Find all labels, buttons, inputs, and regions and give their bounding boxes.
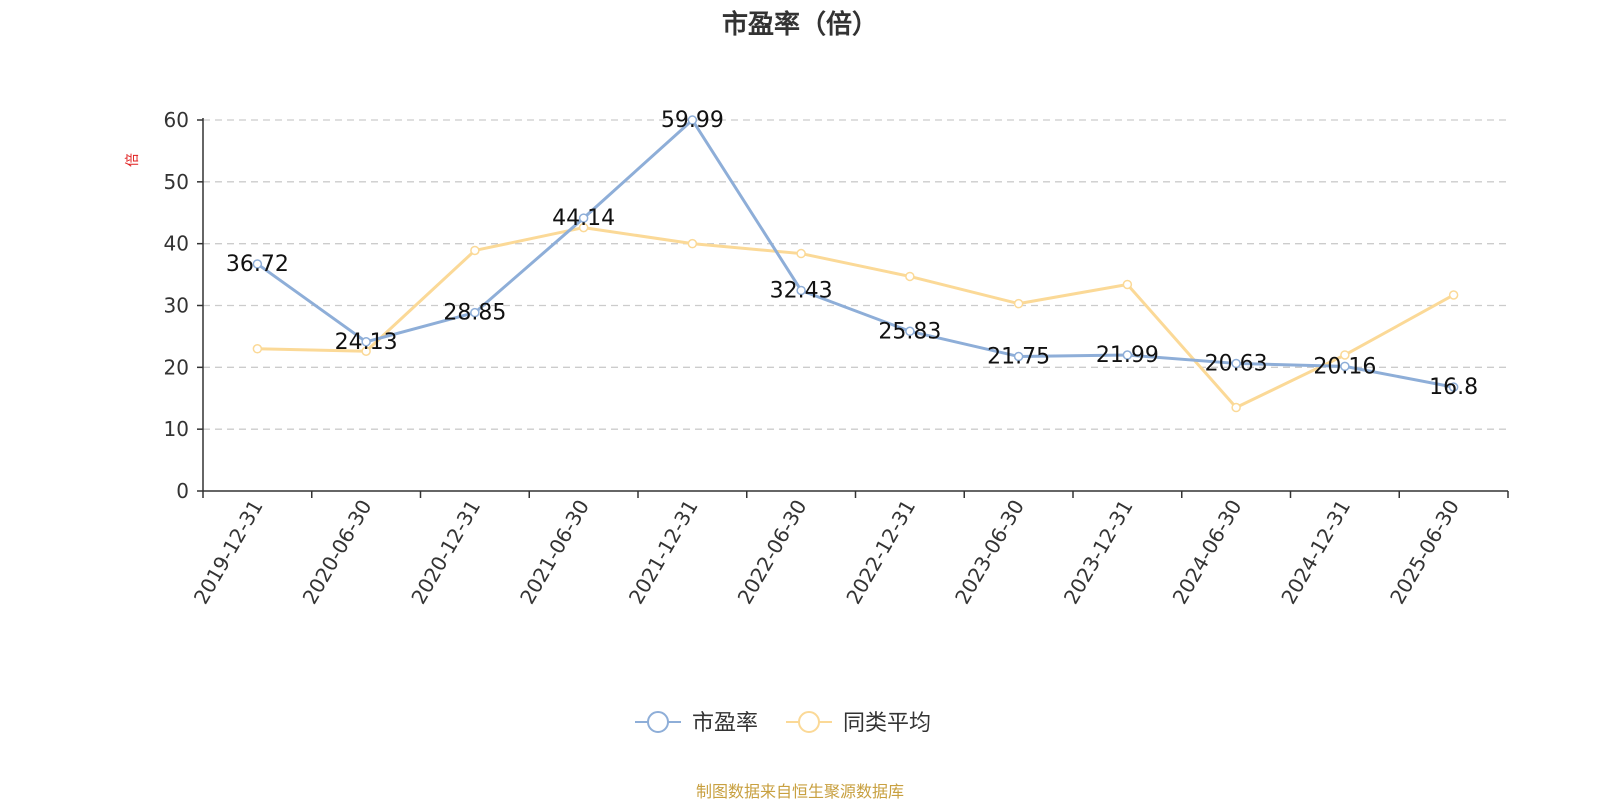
- data-point: [470, 245, 480, 256]
- y-tick-label: 60: [164, 108, 189, 132]
- data-point: [1448, 382, 1459, 392]
- y-tick-label: 40: [164, 232, 189, 256]
- legend-marker: [647, 711, 669, 733]
- data-point: [578, 222, 589, 233]
- data-point: [470, 307, 480, 318]
- data-point: [1122, 350, 1133, 360]
- chart-title: 市盈率（倍）: [721, 10, 878, 40]
- data-label: 59.99: [661, 108, 724, 133]
- x-tick-label: 2020-06-30: [298, 496, 377, 609]
- data-label: 16.8: [1429, 375, 1478, 400]
- series-line: [256, 118, 1454, 389]
- legend-marker: [798, 711, 820, 733]
- data-point: [687, 238, 698, 249]
- data-point: [1013, 351, 1024, 362]
- data-point: [796, 285, 806, 296]
- data-point: [1340, 361, 1350, 372]
- data-label: 21.99: [1096, 343, 1159, 368]
- data-point: [1231, 358, 1241, 369]
- data-point: [687, 115, 698, 125]
- data-label: 21.75: [987, 345, 1050, 370]
- x-tick-label: 2023-06-30: [950, 496, 1029, 609]
- data-point: [1231, 402, 1241, 413]
- data-label: 44.14: [552, 206, 615, 231]
- x-tick-label: 2021-12-31: [624, 496, 703, 609]
- y-tick-label: 50: [164, 170, 189, 194]
- data-point: [1340, 350, 1350, 360]
- data-point: [796, 248, 806, 259]
- legend-label: 市盈率: [692, 711, 758, 736]
- x-tick-label: 2025-06-30: [1385, 496, 1464, 609]
- y-axis-label: 倍: [125, 153, 141, 167]
- x-tick-label: 2022-12-31: [841, 496, 920, 609]
- x-tick-label: 2019-12-31: [189, 496, 268, 609]
- data-point: [361, 337, 371, 347]
- data-label: 25.83: [878, 319, 941, 344]
- y-tick-label: 10: [164, 417, 189, 441]
- data-point: [1013, 298, 1024, 309]
- x-tick-label: 2024-12-31: [1276, 496, 1355, 609]
- data-point: [905, 271, 915, 282]
- data-point: [578, 213, 589, 223]
- x-tick-label: 2023-12-31: [1059, 496, 1138, 609]
- data-label: 32.43: [770, 278, 833, 303]
- x-tick-label: 2021-06-30: [515, 496, 594, 609]
- data-label: 20.63: [1205, 351, 1268, 376]
- y-tick-label: 0: [176, 479, 189, 503]
- data-label: 20.16: [1313, 354, 1376, 379]
- data-point: [1122, 279, 1133, 290]
- x-tick-label: 2024-06-30: [1168, 496, 1247, 609]
- source-note: 制图数据来自恒生聚源数据库: [695, 782, 904, 801]
- data-label: 28.85: [443, 301, 506, 326]
- data-point: [252, 259, 263, 269]
- data-point: [1448, 290, 1459, 300]
- data-label: 36.72: [226, 252, 289, 277]
- data-label: 24.13: [335, 330, 398, 355]
- x-tick-label: 2022-06-30: [733, 496, 812, 609]
- y-tick-label: 30: [164, 294, 189, 318]
- data-point: [905, 326, 915, 337]
- data-point: [361, 346, 371, 357]
- legend-label: 同类平均: [843, 711, 931, 736]
- data-point: [252, 344, 263, 354]
- y-tick-label: 20: [164, 355, 189, 379]
- series-line: [257, 226, 1455, 410]
- x-tick-label: 2020-12-31: [406, 496, 485, 609]
